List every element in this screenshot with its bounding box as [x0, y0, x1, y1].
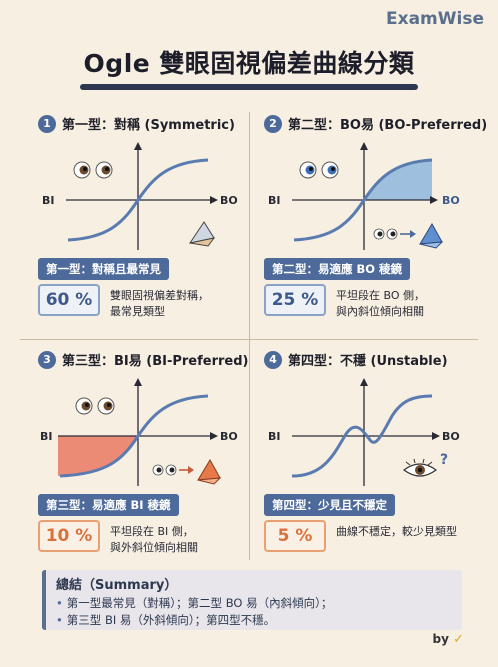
quadrant-type-3: 3 第三型：BI易 (BI-Preferred) BI BO 第三型：易適應 B… [38, 350, 268, 575]
fixation-disparity-curve [59, 394, 209, 478]
y-axis-arrow [360, 142, 368, 150]
small-eyes-icon [152, 464, 177, 476]
curve-chart: BI BO [40, 378, 238, 486]
eyes-icon [75, 397, 115, 415]
percent-box: 10 % [38, 520, 100, 552]
bullet-icon: • [56, 596, 63, 610]
description: 平坦段在 BI 側， 與外斜位傾向相關 [110, 524, 270, 556]
quadrant-title: 第一型：對稱 (Symmetric) [62, 118, 235, 133]
quadrant-type-2: 2 第二型：BO易 (BO-Preferred) BI BO 第二型：易適應 B… [264, 114, 494, 339]
description-line-1: 平坦段在 BO 側， [336, 289, 426, 302]
arrow-right-icon [179, 466, 194, 474]
arrow-right-icon [400, 230, 416, 238]
eyes-icon [299, 161, 339, 179]
fixation-disparity-curve [67, 158, 209, 242]
description-line-2: 最常見類型 [110, 305, 165, 318]
quadrant-type-4: 4 第四型：不穩 (Unstable) BI BO ? 第四型：少見且不穩定 5… [264, 350, 494, 575]
axis-label-bo: BO [220, 194, 238, 207]
quadrant-header: 3 第三型：BI易 (BI-Preferred) [38, 350, 248, 369]
quadrant-header: 4 第四型：不穩 (Unstable) [264, 350, 448, 369]
axis-label-bi: BI [42, 194, 54, 207]
y-axis-arrow [134, 378, 142, 386]
fixation-disparity-curve [293, 158, 433, 242]
type-tag: 第四型：少見且不穩定 [264, 494, 395, 516]
brand-logo: ExamWise [386, 9, 484, 29]
curve-chart: BI BO [268, 142, 460, 250]
summary-text-2: 第三型 BI 易（外斜傾向）；第四型不穩。 [66, 613, 276, 627]
description: 雙眼固視偏差對稱， 最常見類型 [110, 288, 270, 320]
description: 曲線不穩定，較少見類型 [336, 524, 496, 540]
quadrant-type-1: 1 第一型：對稱 (Symmetric) BI BO 第一型：對稱且最常見 60… [38, 114, 268, 339]
eyes-icon [73, 161, 113, 179]
summary-text-1: 第一型最常見（對稱）；第二型 BO 易（內斜傾向）； [66, 596, 333, 610]
axis-label-bo: BO [442, 194, 460, 207]
type-tag: 第一型：對稱且最常見 [38, 258, 169, 280]
horizontal-divider [20, 339, 478, 340]
credit: by ✓ [432, 632, 464, 647]
bullet-icon: • [56, 613, 63, 627]
fixation-disparity-curve [291, 394, 433, 478]
x-axis-arrow [210, 432, 218, 440]
description-line-1: 曲線不穩定，較少見類型 [336, 525, 457, 538]
bo-shaded-region [364, 160, 432, 200]
y-axis-arrow [134, 142, 142, 150]
page-title: Ogle 雙眼固視偏差曲線分類 [83, 49, 415, 78]
question-mark-icon: ? [440, 452, 448, 468]
description-line-1: 雙眼固視偏差對稱， [110, 289, 209, 302]
x-axis-arrow [210, 196, 218, 204]
type-tag: 第三型：易適應 BI 稜鏡 [38, 494, 179, 516]
quadrant-header: 2 第二型：BO易 (BO-Preferred) [264, 114, 487, 133]
prism-icon [419, 223, 444, 249]
summary-title: 總結（Summary） [56, 578, 178, 593]
curve-chart: BI BO ? [268, 378, 460, 486]
quadrant-title: 第三型：BI易 (BI-Preferred) [62, 354, 249, 369]
vertical-divider [249, 112, 250, 560]
number-badge: 2 [264, 114, 282, 133]
x-axis-arrow [432, 432, 440, 440]
axis-label-bi: BI [40, 430, 52, 443]
percent-box: 25 % [264, 284, 326, 316]
curve-chart: BI BO [42, 142, 238, 250]
prism-icon [188, 221, 216, 247]
quadrant-title: 第四型：不穩 (Unstable) [288, 354, 448, 369]
percent-box: 5 % [264, 520, 326, 552]
axis-label-bo: BO [442, 430, 460, 443]
axis-label-bi: BI [268, 194, 280, 207]
number-badge: 1 [38, 114, 56, 133]
description-line-2: 與內斜位傾向相關 [336, 305, 424, 318]
axis-label-bo: BO [220, 430, 238, 443]
title-underline [80, 84, 418, 90]
description-line-2: 與外斜位傾向相關 [110, 541, 198, 554]
quadrant-header: 1 第一型：對稱 (Symmetric) [38, 114, 235, 133]
bi-shaded-region [58, 436, 138, 476]
y-axis-arrow [360, 378, 368, 386]
type-tag: 第二型：易適應 BO 稜鏡 [264, 258, 411, 280]
small-eyes-icon [373, 228, 398, 240]
quadrant-title: 第二型：BO易 (BO-Preferred) [288, 118, 488, 133]
description: 平坦段在 BO 側， 與內斜位傾向相關 [336, 288, 496, 320]
eye-question-icon [402, 458, 438, 477]
leaf-icon: ✓ [453, 632, 464, 647]
credit-text: by [432, 632, 449, 646]
description-line-1: 平坦段在 BI 側， [110, 525, 194, 538]
number-badge: 4 [264, 350, 282, 369]
prism-icon [197, 459, 222, 485]
percent-box: 60 % [38, 284, 100, 316]
summary-box: 總結（Summary） • 第一型最常見（對稱）；第二型 BO 易（內斜傾向）； … [42, 570, 462, 630]
summary-line-1: • 第一型最常見（對稱）；第二型 BO 易（內斜傾向）； [56, 595, 462, 612]
number-badge: 3 [38, 350, 56, 369]
summary-line-2: • 第三型 BI 易（外斜傾向）；第四型不穩。 [56, 612, 462, 629]
axis-label-bi: BI [268, 430, 280, 443]
x-axis-arrow [430, 196, 438, 204]
